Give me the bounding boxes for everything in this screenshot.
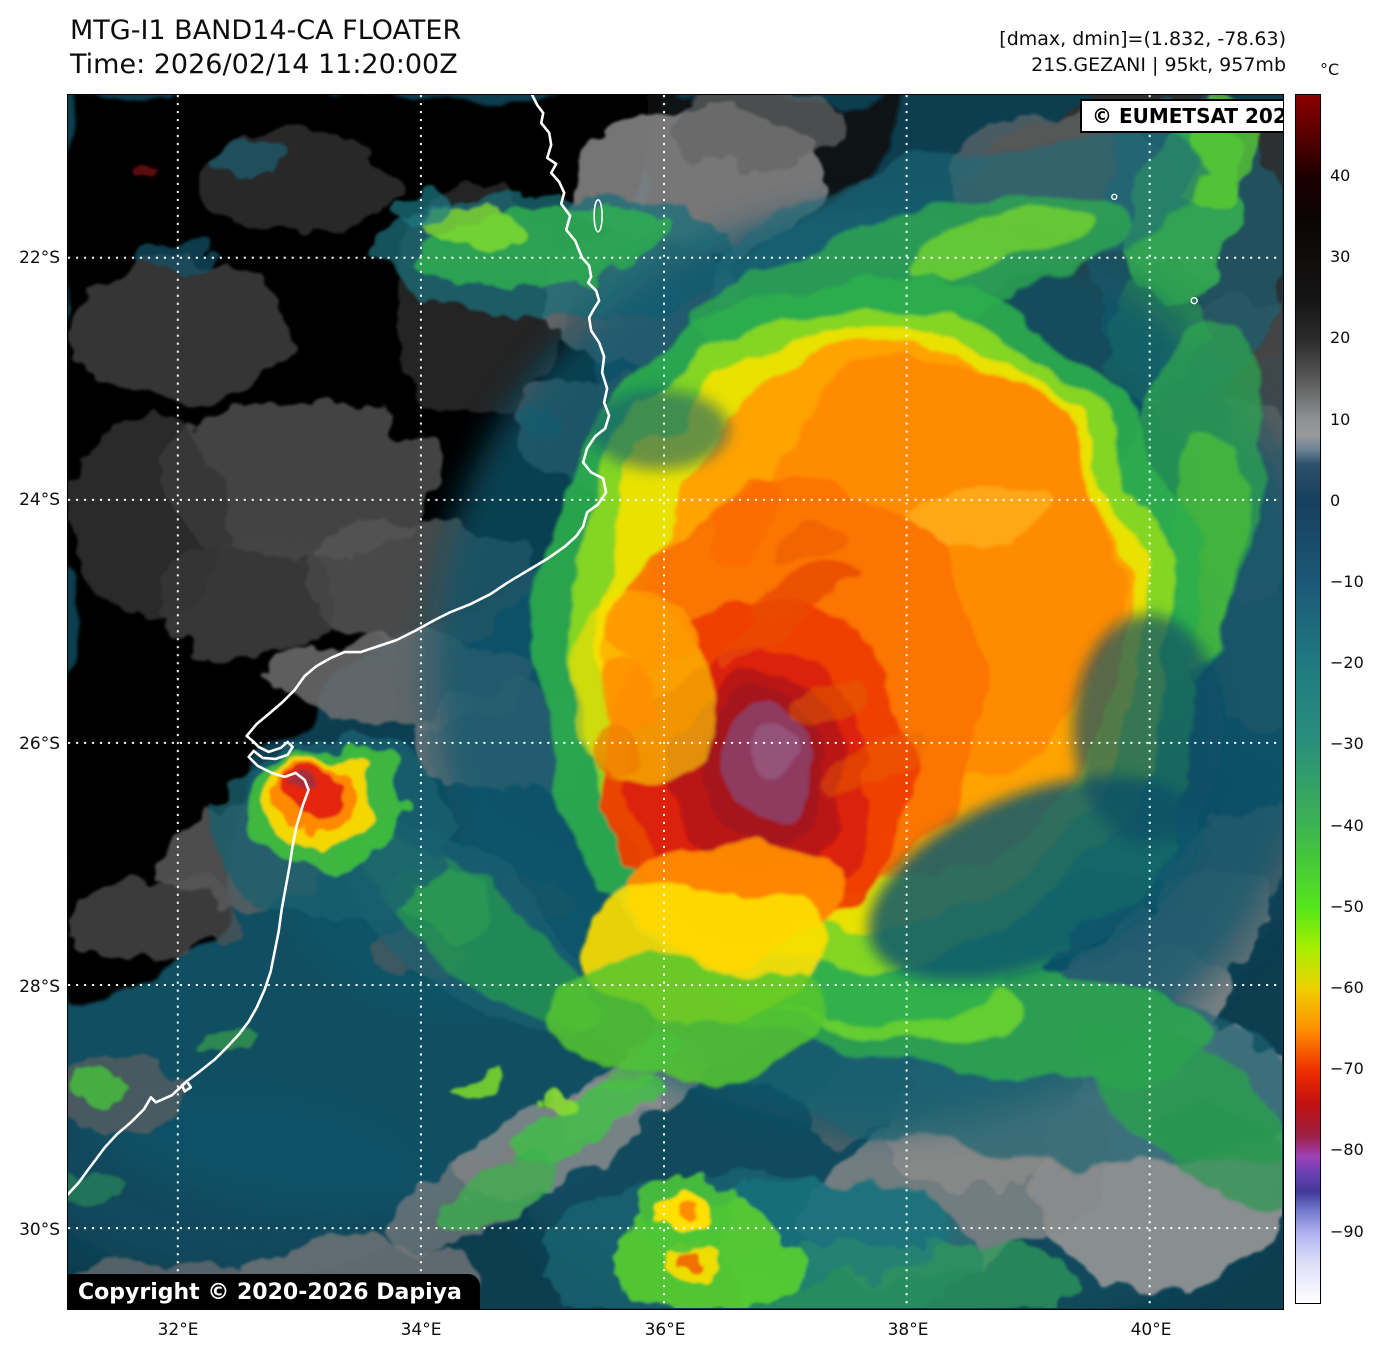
colorbar-unit-label: °C [1320, 60, 1340, 79]
y-axis-label: 30°S [19, 1220, 60, 1240]
copyright-badge: Copyright © 2020-2026 Dapiya [68, 1274, 480, 1309]
coastal-storm-cell [214, 733, 455, 924]
graticule [68, 95, 1282, 1308]
colorbar-tick: 0 [1330, 491, 1341, 510]
info-block: [dmax, dmin]=(1.832, -78.63) 21S.GEZANI … [999, 26, 1286, 78]
colorbar-tick: −50 [1330, 897, 1364, 916]
southern-convection [436, 1040, 1069, 1308]
storm-info: 21S.GEZANI | 95kt, 957mb [1031, 54, 1286, 76]
x-axis-label: 32°E [157, 1320, 199, 1340]
title-block: MTG-I1 BAND14-CA FLOATER Time: 2026/02/1… [70, 14, 461, 82]
colorbar-tick: 10 [1330, 410, 1351, 429]
colorbar [1295, 94, 1321, 1304]
x-axis-label: 36°E [644, 1320, 686, 1340]
islands [593, 193, 1198, 305]
y-axis-label: 26°S [19, 734, 60, 754]
y-axis-label: 28°S [19, 977, 60, 997]
colorbar-tick: −80 [1330, 1140, 1364, 1159]
colorbar-tick: 30 [1330, 247, 1351, 266]
cyclone [338, 130, 1282, 1215]
colorbar-tick: −70 [1330, 1059, 1364, 1078]
satellite-map: © EUMETSAT 2026 Copyright © 2020-2026 Da… [67, 94, 1284, 1310]
colorbar-tick: 20 [1330, 328, 1351, 347]
colorbar-tick: −30 [1330, 734, 1364, 753]
figure-title: MTG-I1 BAND14-CA FLOATER [70, 15, 462, 46]
colorbar-tick: −60 [1330, 978, 1364, 997]
figure-timestamp: Time: 2026/02/14 11:20:00Z [70, 49, 458, 80]
coastline [68, 95, 611, 1196]
cyclone-dry-slot [589, 389, 1224, 982]
colorbar-tick: −40 [1330, 816, 1364, 835]
colorbar-tick: 40 [1330, 166, 1351, 185]
range-info: [dmax, dmin]=(1.832, -78.63) [999, 28, 1286, 50]
y-axis-label: 22°S [19, 248, 60, 268]
colorbar-tick: −20 [1330, 653, 1364, 672]
y-axis-label: 24°S [19, 490, 60, 510]
colorbar-tick: −10 [1330, 572, 1364, 591]
x-axis-label: 40°E [1130, 1320, 1172, 1340]
provider-badge: © EUMETSAT 2026 [1080, 99, 1283, 133]
x-axis-label: 34°E [400, 1320, 442, 1340]
colorbar-tick: −90 [1330, 1222, 1364, 1241]
satellite-scene [68, 95, 1282, 1308]
x-axis-label: 38°E [887, 1320, 929, 1340]
